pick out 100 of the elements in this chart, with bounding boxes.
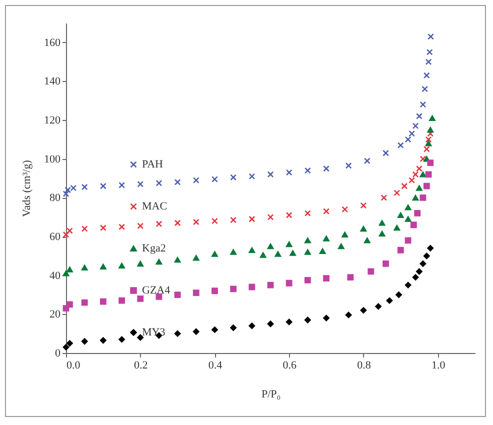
- point: [404, 282, 412, 288]
- point: [423, 146, 430, 152]
- point: [412, 171, 419, 178]
- point: [137, 295, 144, 302]
- x-tick-label: 1.0: [431, 360, 446, 372]
- point: [174, 330, 181, 337]
- point: [267, 214, 274, 220]
- point: [408, 130, 415, 137]
- point: [345, 312, 352, 318]
- point: [192, 255, 200, 261]
- point: [62, 231, 70, 238]
- point: [304, 277, 311, 284]
- point: [412, 274, 419, 280]
- point: [267, 243, 274, 250]
- legend-label: PAH: [142, 158, 164, 170]
- point: [401, 182, 408, 190]
- point: [404, 237, 412, 244]
- point: [347, 274, 354, 280]
- point: [368, 268, 374, 275]
- point: [412, 194, 419, 201]
- point: [137, 180, 144, 188]
- point: [386, 297, 393, 304]
- point: [423, 72, 430, 79]
- point: [274, 251, 282, 257]
- point: [425, 58, 432, 66]
- point: [364, 238, 370, 244]
- point: [230, 174, 237, 181]
- legend-label: Kga2: [142, 242, 166, 254]
- point: [62, 270, 70, 276]
- point: [260, 252, 266, 258]
- point: [426, 48, 433, 56]
- point: [304, 167, 311, 174]
- x-axis-title: P/P₀: [261, 388, 281, 400]
- point: [397, 246, 404, 254]
- point: [397, 142, 404, 148]
- point: [425, 171, 432, 178]
- point: [174, 256, 181, 263]
- point: [290, 250, 296, 256]
- point: [212, 326, 218, 333]
- point: [156, 220, 162, 228]
- point: [378, 230, 386, 236]
- y-tick-label: 140: [44, 76, 61, 88]
- point: [100, 337, 106, 344]
- point: [394, 190, 400, 196]
- point: [420, 101, 426, 108]
- point: [62, 344, 70, 350]
- point: [342, 206, 348, 213]
- point: [118, 262, 125, 269]
- point: [248, 284, 256, 290]
- point: [394, 224, 400, 231]
- point: [420, 260, 426, 267]
- point: [248, 247, 256, 253]
- point: [360, 307, 367, 314]
- point: [364, 158, 370, 164]
- point: [212, 251, 218, 257]
- point: [429, 115, 436, 121]
- point: [286, 169, 292, 176]
- point: [66, 266, 73, 272]
- point: [81, 226, 88, 232]
- point: [427, 126, 434, 133]
- legend-label: MAC: [142, 200, 168, 212]
- point: [137, 222, 144, 230]
- point: [100, 182, 106, 190]
- point: [420, 156, 426, 162]
- point: [137, 260, 144, 267]
- point: [414, 210, 421, 216]
- point: [422, 86, 428, 92]
- y-tick-label: 0: [55, 348, 61, 360]
- point: [174, 178, 181, 186]
- point: [230, 324, 237, 331]
- point: [100, 264, 106, 270]
- point: [360, 226, 367, 232]
- point: [416, 112, 422, 120]
- point: [323, 208, 330, 214]
- point: [286, 212, 292, 218]
- point: [323, 236, 330, 242]
- point: [416, 268, 422, 275]
- point: [118, 297, 125, 304]
- point: [304, 316, 311, 324]
- point: [81, 338, 88, 345]
- point: [404, 136, 412, 143]
- point: [412, 122, 419, 130]
- point: [427, 244, 434, 252]
- point: [427, 160, 434, 166]
- point: [230, 286, 237, 292]
- point: [286, 241, 292, 248]
- point: [323, 314, 330, 322]
- point: [62, 190, 70, 198]
- point: [248, 322, 256, 330]
- point: [323, 165, 330, 172]
- point: [100, 224, 106, 231]
- y-tick-label: 100: [44, 153, 61, 166]
- point: [248, 216, 256, 222]
- point: [304, 238, 311, 244]
- x-tick-label: 0.6: [282, 360, 297, 372]
- point: [427, 130, 434, 137]
- point: [304, 249, 311, 255]
- point: [66, 228, 73, 234]
- point: [174, 220, 181, 226]
- y-tick-label: 20: [50, 308, 61, 321]
